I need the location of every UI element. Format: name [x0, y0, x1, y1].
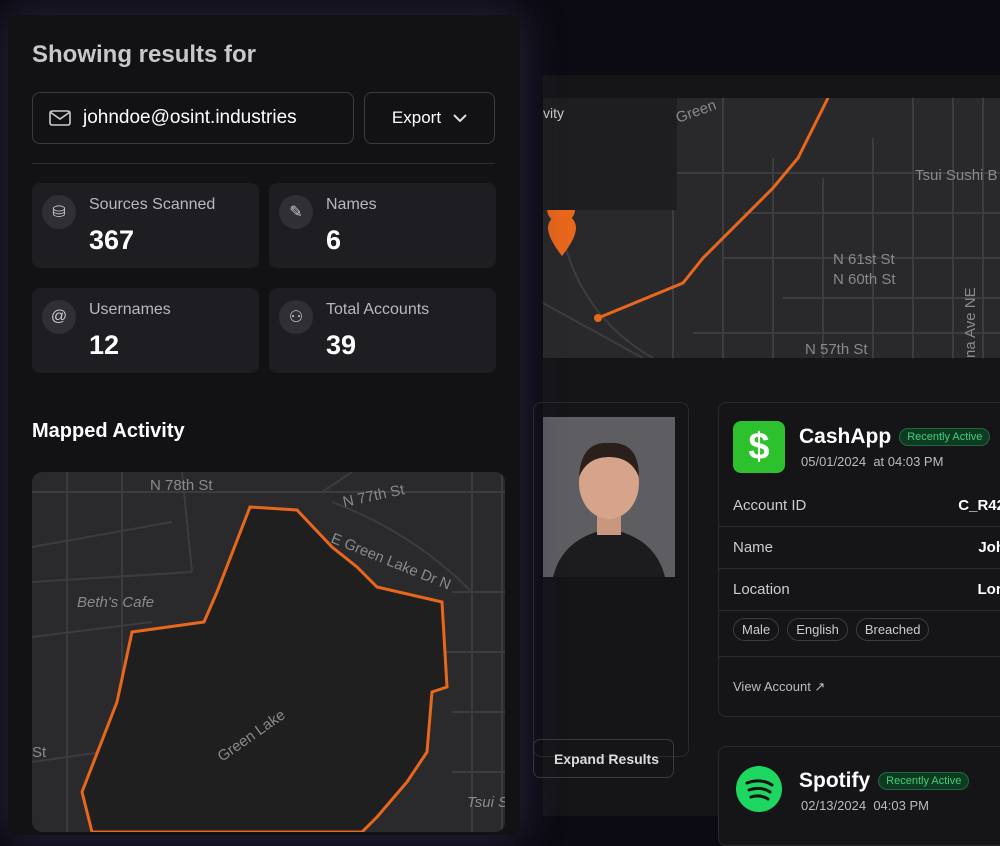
status-badge: Recently Active [878, 772, 969, 790]
view-account-link[interactable]: View Account ↗ [733, 679, 825, 695]
section-title: Mapped Activity [32, 420, 185, 443]
stat-value: 12 [89, 330, 119, 361]
tags: Male English Breached [733, 621, 937, 639]
stat-label: Total Accounts [326, 301, 429, 319]
stat-icon: ✎ [279, 195, 313, 229]
mail-icon [49, 110, 71, 126]
map-label: St [32, 744, 47, 761]
fields: Account ID C_R42 Name Joh Location Lon [719, 485, 1000, 611]
time-text: at 04:03 PM [873, 454, 943, 469]
expand-button[interactable]: Expand Results [533, 739, 674, 778]
field-value: Lon [978, 581, 1000, 598]
background-map: vity Green Tsui Sushi B N 61st St N 60th… [543, 98, 1000, 358]
activity-map: N 78th St N 77th St E Green Lake Dr N Be… [32, 472, 505, 832]
account-name: CashApp [799, 425, 891, 449]
link-text[interactable]: View Account [733, 679, 811, 694]
map-label: Beth's Cafe [77, 594, 154, 611]
map-label: N 60th St [833, 271, 896, 288]
stat-label: Sources Scanned [89, 196, 215, 214]
stat-card: @ Usernames 12 [32, 288, 259, 373]
account-card: $ CashApp Recently Active 05/01/2024 at … [718, 402, 1000, 717]
panel-title: vity [543, 105, 564, 121]
profile-photo [543, 417, 675, 577]
stat-icon: @ [42, 300, 76, 334]
stat-label: Names [326, 196, 377, 214]
account-card: Spotify Recently Active 02/13/2024 04:03… [718, 746, 1000, 846]
tag: English [787, 618, 848, 641]
field-row: Name Joh [719, 527, 1000, 569]
stat-value: 39 [326, 330, 356, 361]
field-row: Account ID C_R42 [719, 485, 1000, 527]
map-label: Tsui Sushi B [915, 167, 998, 184]
map-label: na Ave NE [962, 287, 979, 358]
stat-label: Usernames [89, 301, 171, 319]
field-key: Location [733, 581, 790, 598]
tag: Breached [856, 618, 930, 641]
field-key: Account ID [733, 497, 806, 514]
stat-icon: ⛁ [42, 195, 76, 229]
map-label: N 78th St [150, 477, 213, 494]
stat-card: ✎ Names 6 [269, 183, 496, 268]
panel-title: Showing results for [32, 41, 256, 69]
field-key: Name [733, 539, 773, 556]
date: 02/13/2024 04:03 PM [801, 798, 929, 813]
app-icon: $ [733, 421, 785, 473]
field-value: Joh [978, 539, 1000, 556]
results-panel: Showing results for johndoe@osint.indust… [8, 15, 520, 835]
account-name: Spotify [799, 769, 870, 793]
app-icon [735, 765, 783, 813]
map-label: N 61st St [833, 251, 896, 268]
time-text: 04:03 PM [873, 798, 929, 813]
map-label: Tsui S [467, 794, 505, 811]
stat-value: 367 [89, 225, 134, 256]
field-row: Location Lon [719, 569, 1000, 611]
page: vity Green Tsui Sushi B N 61st St N 60th… [0, 0, 1000, 816]
export-label[interactable]: Export [392, 108, 441, 128]
status-badge: Recently Active [899, 428, 990, 446]
date-text: 05/01/2024 [801, 454, 866, 469]
search-query: johndoe@osint.industries [83, 107, 297, 129]
search-box[interactable]: johndoe@osint.industries [32, 92, 354, 144]
tag: Male [733, 618, 779, 641]
field-value: C_R42 [958, 497, 1000, 514]
date: 05/01/2024 at 04:03 PM [801, 454, 943, 469]
export-button[interactable]: Export [364, 92, 495, 144]
stat-icon: ⚇ [279, 300, 313, 334]
stat-value: 6 [326, 225, 341, 256]
stat-card: ⚇ Total Accounts 39 [269, 288, 496, 373]
stat-card: ⛁ Sources Scanned 367 [32, 183, 259, 268]
date-text: 02/13/2024 [801, 798, 866, 813]
map-label: N 57th St [805, 341, 868, 358]
